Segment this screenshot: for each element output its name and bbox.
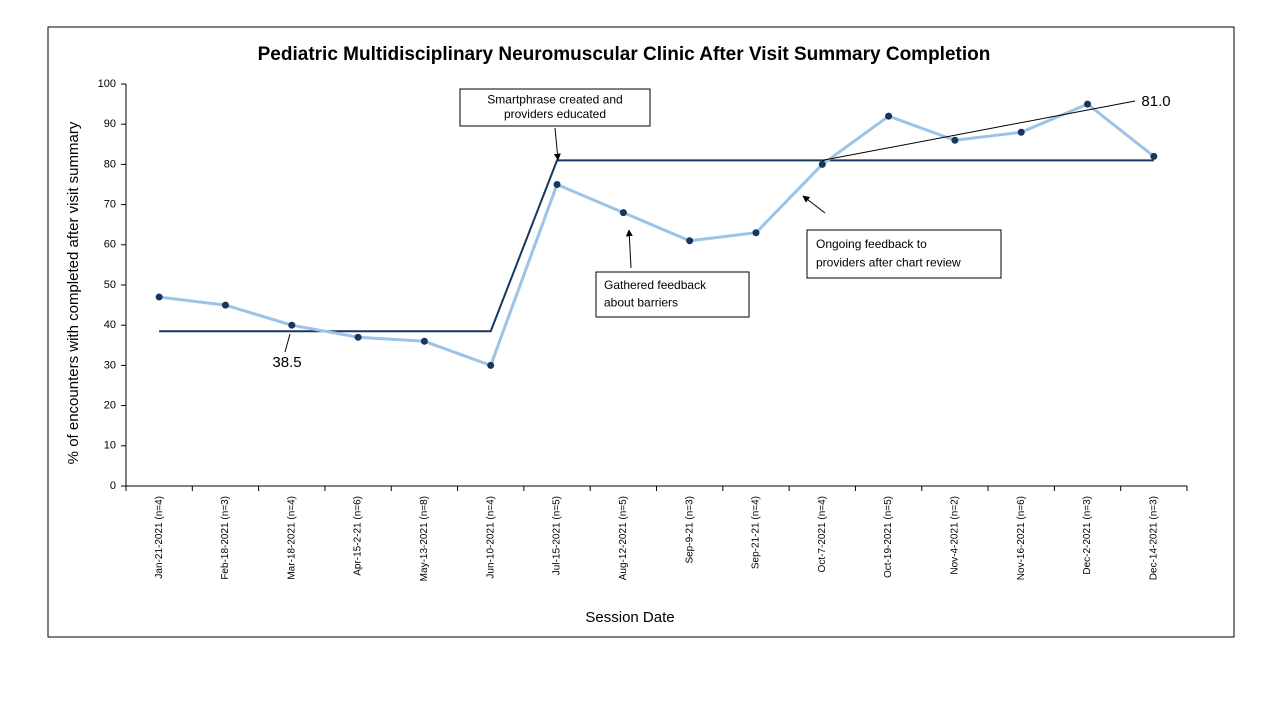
annotation-text: providers after chart review	[816, 255, 961, 269]
data-point	[553, 181, 561, 188]
data-point	[951, 136, 959, 144]
data-point	[1017, 128, 1025, 136]
y-tick-label: 40	[104, 319, 116, 331]
data-point	[487, 361, 495, 369]
annotation-arrow	[802, 195, 826, 214]
x-axis-title: Session Date	[585, 609, 674, 626]
x-tick-label: Dec-14-2021 (n=3)	[1148, 496, 1159, 580]
x-tick-label: Nov-16-2021 (n=6)	[1016, 496, 1027, 580]
annotation-box	[595, 271, 750, 318]
x-tick-label: Sep-21-21 (n=4)	[751, 496, 762, 569]
median-label: 38.5	[272, 354, 301, 371]
x-tick-label: Jul-15-2021 (n=5)	[552, 496, 563, 575]
annotation-text: providers educated	[504, 107, 606, 121]
data-point	[686, 237, 694, 245]
data-point	[752, 229, 760, 237]
data-point	[885, 112, 893, 120]
x-tick-label: Oct-19-2021 (n=5)	[883, 496, 894, 578]
y-tick-label: 70	[104, 199, 116, 211]
x-tick-label: Feb-18-2021 (n=3)	[220, 496, 231, 580]
y-tick-label: 60	[104, 239, 116, 251]
data-point	[288, 321, 296, 329]
y-tick-label: 20	[104, 400, 116, 412]
x-tick-label: Nov-4-2021 (n=2)	[950, 496, 961, 575]
x-tick-label: Aug-12-2021 (n=5)	[618, 496, 629, 580]
x-tick-label: Jan-21-2021 (n=4)	[154, 496, 165, 579]
annotation-arrow	[625, 229, 633, 269]
data-point	[1084, 100, 1092, 108]
data-point	[818, 160, 826, 168]
annotation-text: Smartphrase created and	[487, 93, 622, 107]
median-label: 81.0	[1141, 93, 1170, 110]
annotation-box	[806, 229, 1002, 279]
y-tick-label: 10	[104, 440, 116, 452]
y-tick-label: 90	[104, 118, 116, 130]
callout-line	[284, 333, 291, 353]
data-point	[619, 209, 627, 217]
annotation-arrow	[553, 127, 561, 161]
y-axis-title: % of encounters with completed after vis…	[65, 121, 82, 464]
data-point	[420, 337, 428, 345]
x-tick-label: Sep-9-21 (n=3)	[684, 496, 695, 564]
annotation-text: Gathered feedback	[604, 278, 707, 292]
y-tick-label: 100	[98, 78, 116, 90]
annotation-text: Ongoing feedback to	[816, 237, 927, 251]
data-point	[354, 333, 362, 341]
x-tick-label: Oct-7-2021 (n=4)	[817, 496, 828, 572]
data-point	[155, 293, 163, 301]
annotation-box	[459, 88, 651, 127]
y-tick-label: 0	[110, 480, 116, 492]
annotation-text: about barriers	[604, 295, 678, 309]
y-tick-label: 50	[104, 279, 116, 291]
data-point	[221, 301, 229, 309]
x-tick-label: Mar-18-2021 (n=4)	[286, 496, 297, 580]
data-line	[158, 102, 1155, 368]
x-tick-label: Apr-15-2-21 (n=6)	[353, 496, 364, 576]
chart-title: Pediatric Multidisciplinary Neuromuscula…	[258, 44, 991, 65]
callout-line	[822, 100, 1136, 161]
y-tick-label: 80	[104, 158, 116, 170]
x-tick-label: Dec-2-2021 (n=3)	[1082, 496, 1093, 575]
x-tick-label: Jun-10-2021 (n=4)	[485, 496, 496, 579]
x-tick-label: May-13-2021 (n=8)	[419, 496, 430, 581]
data-point	[1150, 152, 1158, 160]
y-tick-label: 30	[104, 359, 116, 371]
